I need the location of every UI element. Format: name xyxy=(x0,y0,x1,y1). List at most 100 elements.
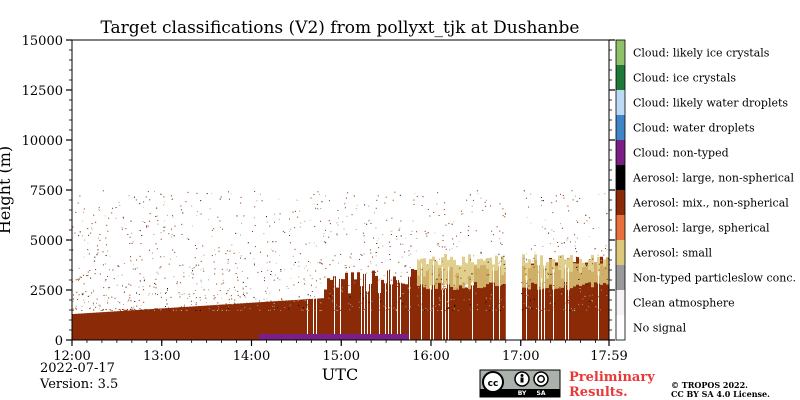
no-signal-stripe xyxy=(433,261,434,340)
classification-pixel xyxy=(256,200,258,202)
classification-pixel xyxy=(453,298,455,300)
classification-pixel xyxy=(91,229,93,231)
aerosol-column xyxy=(573,262,576,340)
aerosol-column xyxy=(138,309,141,340)
classification-pixel xyxy=(140,305,142,307)
classification-pixel xyxy=(386,290,388,292)
classification-pixel xyxy=(123,309,125,311)
classification-pixel xyxy=(117,265,119,267)
classification-pixel xyxy=(549,243,551,245)
classification-pixel xyxy=(78,202,80,204)
classification-pixel xyxy=(123,263,125,265)
aerosol-column xyxy=(588,269,591,340)
classification-pixel xyxy=(576,309,578,311)
classification-pixel xyxy=(578,304,580,306)
classification-pixel xyxy=(272,241,274,243)
classification-pixel xyxy=(549,301,551,303)
classification-pixel xyxy=(375,252,377,254)
classification-pixel xyxy=(221,268,223,270)
classification-pixel xyxy=(83,208,85,210)
classification-pixel xyxy=(282,230,284,232)
classification-pixel xyxy=(482,308,484,310)
classification-pixel xyxy=(115,207,117,209)
classification-pixel xyxy=(145,225,147,227)
classification-pixel xyxy=(298,265,300,267)
classification-pixel xyxy=(316,203,318,205)
classification-pixel xyxy=(369,219,371,221)
classification-pixel xyxy=(220,304,222,306)
classification-pixel xyxy=(398,292,400,294)
no-signal-stripe xyxy=(391,280,392,340)
classification-pixel xyxy=(528,306,530,308)
classification-pixel xyxy=(214,273,216,275)
classification-pixel xyxy=(241,309,243,311)
classification-pixel xyxy=(93,304,95,306)
classification-pixel xyxy=(109,255,111,257)
classification-pixel xyxy=(470,273,472,275)
classification-pixel xyxy=(467,230,469,232)
classification-pixel xyxy=(354,288,356,290)
classification-pixel xyxy=(88,253,90,255)
aerosol-column xyxy=(249,302,252,340)
classification-pixel xyxy=(442,293,444,295)
classification-pixel xyxy=(451,223,453,225)
classification-pixel xyxy=(90,277,92,279)
aerosol-column xyxy=(591,271,594,340)
classification-pixel xyxy=(123,308,125,310)
classification-pixel xyxy=(460,232,462,234)
classification-pixel xyxy=(391,230,393,232)
aerosol-column xyxy=(75,313,78,340)
classification-pixel xyxy=(526,282,528,284)
classification-pixel xyxy=(93,214,95,216)
classification-pixel xyxy=(119,204,121,206)
classification-pixel xyxy=(180,205,182,207)
classification-pixel xyxy=(382,309,384,311)
classification-pixel xyxy=(125,228,127,230)
classification-pixel xyxy=(267,269,269,271)
classification-pixel xyxy=(460,297,462,299)
classification-pixel xyxy=(428,308,430,310)
classification-pixel xyxy=(220,306,222,308)
aerosol-column xyxy=(234,303,237,340)
classification-pixel xyxy=(308,260,310,262)
classification-pixel xyxy=(87,228,89,230)
classification-pixel xyxy=(210,193,212,195)
classification-pixel xyxy=(409,306,411,308)
classification-pixel xyxy=(375,227,377,229)
classification-pixel xyxy=(121,285,123,287)
classification-pixel xyxy=(348,303,350,305)
classification-pixel xyxy=(328,200,330,202)
classification-pixel xyxy=(576,237,578,239)
classification-pixel xyxy=(218,247,220,249)
classification-pixel xyxy=(275,241,277,243)
classification-pixel xyxy=(498,306,500,308)
classification-pixel xyxy=(218,250,220,252)
classification-pixel xyxy=(208,279,210,281)
classification-pixel xyxy=(133,268,135,270)
classification-pixel xyxy=(305,243,307,245)
classification-pixel xyxy=(156,207,158,209)
classification-pixel xyxy=(289,307,291,309)
classification-pixel xyxy=(83,274,85,276)
classification-pixel xyxy=(204,295,206,297)
classification-pixel xyxy=(542,200,544,202)
classification-pixel xyxy=(239,234,241,236)
aerosol-column xyxy=(165,308,168,340)
classification-pixel xyxy=(372,287,374,289)
aerosol-column xyxy=(108,311,111,340)
classification-pixel xyxy=(214,268,216,270)
classification-pixel xyxy=(174,251,176,253)
classification-pixel xyxy=(597,254,599,256)
classification-pixel xyxy=(445,287,447,289)
classification-pixel xyxy=(453,221,455,223)
classification-pixel xyxy=(368,205,370,207)
classification-pixel xyxy=(139,308,141,310)
classification-pixel xyxy=(186,309,188,311)
classification-pixel xyxy=(78,294,80,296)
classification-pixel xyxy=(555,303,557,305)
classification-pixel xyxy=(530,222,532,224)
classification-pixel xyxy=(107,230,109,232)
classification-pixel xyxy=(87,249,89,251)
aerosol-column xyxy=(111,311,114,340)
